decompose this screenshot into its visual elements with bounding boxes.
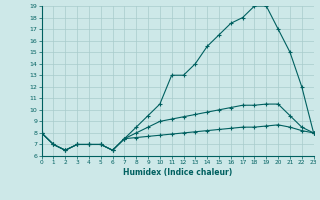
- X-axis label: Humidex (Indice chaleur): Humidex (Indice chaleur): [123, 168, 232, 177]
